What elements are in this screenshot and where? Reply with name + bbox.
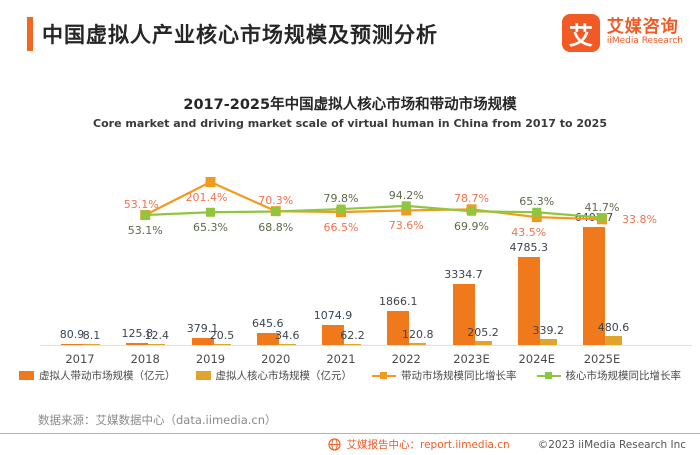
bar-core [539, 338, 557, 345]
legend-swatch-driving-bar [19, 371, 34, 380]
growth-label-core: 68.8% [258, 220, 294, 234]
chart-canvas: 80.9 8.1 2017 125.8 12.4 2018 379.1 20.5 2019 645… [0, 155, 700, 366]
legend-label: 虚拟人核心市场规模（亿元） [215, 370, 353, 382]
report-center-link[interactable]: 艾媒报告中心：report.iimedia.cn [328, 437, 510, 452]
x-tick-label: 2024E [518, 352, 556, 366]
bar-core [344, 343, 361, 345]
brand-name: 艾媒咨询 [606, 17, 679, 38]
growth-label-driving: 66.5% [323, 221, 359, 235]
chart-subtitle: Core market and driving market scale of … [93, 117, 607, 130]
growth-label-core: 41.7% [584, 200, 620, 214]
bar-core-value: 205.2 [467, 326, 499, 340]
growth-label-core: 69.9% [454, 220, 489, 234]
legend-swatch-core-line [536, 371, 561, 380]
x-tick-label: 2021 [326, 352, 356, 366]
growth-label-core: 65.3% [193, 221, 228, 235]
growth-label-core: 94.2% [388, 188, 424, 202]
x-tick-label: 2022 [391, 352, 421, 366]
bar-core-value: 120.8 [402, 327, 434, 341]
bar-core [83, 344, 100, 345]
growth-label-driving: 78.7% [454, 192, 489, 206]
legend-item-driving-bar: 虚拟人带动市场规模（亿元） [19, 368, 176, 383]
bar-driving-value: 80.9 [59, 327, 85, 341]
bar-driving [387, 310, 410, 345]
x-tick-label: 2018 [130, 352, 160, 366]
bar-driving [61, 343, 83, 345]
bar-core-value: 8.1 [82, 329, 101, 342]
page-title: 中国虚拟人产业核心市场规模及预测分析 [42, 23, 438, 47]
legend-swatch-driving-line [372, 371, 396, 380]
bar-core-value: 62.2 [340, 328, 365, 342]
chart-title: 2017-2025年中国虚拟人核心市场和带动市场规模 [183, 97, 517, 113]
footer-bar: 艾媒报告中心：report.iimedia.cn ©2023 iiMedia R… [0, 433, 700, 455]
brand-logo-icon: 艾 [561, 14, 600, 52]
bar-core-value: 480.6 [597, 321, 630, 335]
bar-driving-value: 1074.9 [313, 309, 353, 323]
bar-core-value: 34.6 [275, 329, 300, 342]
bar-driving-value: 125.8 [121, 326, 154, 340]
bar-driving [583, 226, 605, 345]
bar-core-value: 12.4 [144, 329, 170, 342]
bar-driving-value: 1866.1 [379, 294, 418, 308]
bar-driving-value: 645.6 [252, 317, 284, 331]
copyright-text: ©2023 iiMedia Research Inc [537, 438, 686, 451]
growth-label-driving: 33.8% [622, 213, 657, 227]
bar-core [278, 344, 296, 345]
bar-core [605, 336, 622, 345]
legend-item-core-bar: 虚拟人核心市场规模（亿元） [195, 368, 353, 383]
data-source-note: 数据来源：艾媒数据中心（data.iimedia.cn） [38, 413, 277, 427]
growth-label-driving: 201.4% [185, 191, 228, 204]
bar-core [213, 344, 231, 345]
legend-item-driving-line: 带动市场规模同比增长率 [372, 368, 517, 383]
bar-core [409, 342, 427, 345]
bar-driving [517, 256, 540, 345]
bar-driving-value: 379.1 [186, 322, 219, 335]
bar-driving [191, 338, 214, 345]
legend-label: 带动市场规模同比增长率 [401, 370, 517, 382]
bar-driving-value: 3334.7 [444, 267, 483, 281]
brand-logo-text: 艾媒咨询 iiMedia Research [606, 17, 683, 47]
bar-driving-value: 4785.3 [509, 240, 549, 254]
bar-driving [452, 283, 475, 345]
header: 中国虚拟人产业核心市场规模及预测分析 艾 艾媒咨询 iiMedia Resear… [27, 14, 686, 60]
x-tick-label: 2017 [65, 352, 95, 366]
growth-label-core: 65.3% [519, 195, 555, 209]
growth-label-driving: 70.3% [258, 194, 294, 208]
bar-core-value: 20.5 [209, 329, 235, 342]
bar-core [474, 341, 492, 345]
globe-icon [328, 438, 342, 451]
x-axis-line [40, 345, 692, 346]
x-tick-label: 2023E [453, 352, 490, 366]
x-tick-label: 2020 [261, 352, 291, 366]
bar-driving [256, 333, 279, 345]
legend-swatch-core-bar [195, 371, 211, 380]
growth-lines [140, 177, 607, 225]
growth-label-core: 79.8% [323, 192, 359, 206]
x-tick-label: 2019 [195, 352, 226, 366]
bar-core [148, 344, 166, 345]
growth-label-driving: 73.6% [388, 219, 424, 233]
legend-label: 虚拟人带动市场规模（亿元） [39, 370, 176, 382]
growth-label-driving: 43.5% [511, 226, 547, 240]
bar-driving [322, 325, 344, 345]
title-accent-bar [27, 17, 33, 51]
growth-label-driving: 53.1% [123, 198, 159, 211]
report-center-text: 艾媒报告中心：report.iimedia.cn [346, 439, 510, 451]
legend-item-core-line: 核心市场规模同比增长率 [536, 368, 682, 383]
bar-core-value: 339.2 [532, 323, 565, 337]
legend-label: 核心市场规模同比增长率 [565, 370, 682, 382]
brand-logo: 艾 艾媒咨询 iiMedia Research [561, 14, 683, 52]
brand-subname: iiMedia Research [606, 36, 683, 47]
bar-driving [126, 342, 149, 345]
x-tick-label: 2025E [583, 352, 621, 366]
growth-label-core: 53.1% [127, 224, 163, 237]
chart-legend: 虚拟人带动市场规模（亿元） 虚拟人核心市场规模（亿元） 带动市场规模同比增长率 … [0, 368, 700, 383]
